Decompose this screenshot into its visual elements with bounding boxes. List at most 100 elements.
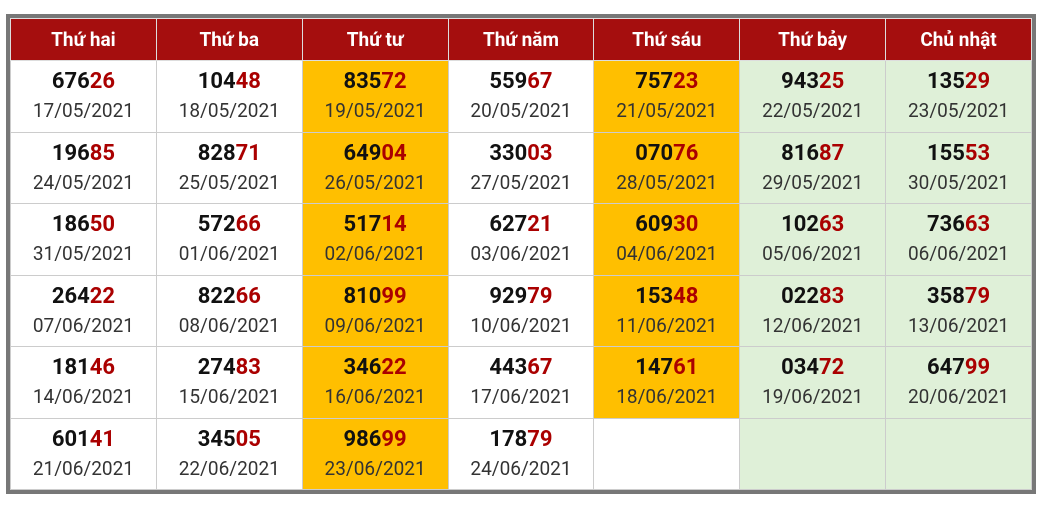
result-number: 67626 xyxy=(11,67,156,97)
result-date: 22/05/2021 xyxy=(762,99,864,123)
result-date: 12/06/2021 xyxy=(762,313,864,337)
result-cell: 98699 23/06/2021 xyxy=(301,417,449,490)
number-tail: 04 xyxy=(381,140,407,166)
result-date: 25/05/2021 xyxy=(178,170,280,194)
result-cell: 60930 04/06/2021 xyxy=(593,203,741,276)
result-date: 15/06/2021 xyxy=(178,385,280,409)
result-number: 27483 xyxy=(157,353,302,383)
result-date: 24/05/2021 xyxy=(32,170,134,194)
result-cell: 27483 15/06/2021 xyxy=(155,346,303,419)
number-tail: 03 xyxy=(527,140,553,166)
number-head: 443 xyxy=(489,355,528,381)
day-header: Thứ hai xyxy=(10,18,157,61)
number-tail: 48 xyxy=(235,69,261,95)
table-row: 26422 07/06/2021 82266 08/06/2021 81099 09/06… xyxy=(10,274,1032,347)
number-tail: 87 xyxy=(818,140,845,166)
result-number: 44367 xyxy=(449,353,594,383)
number-tail: 66 xyxy=(235,212,261,238)
result-date: 04/06/2021 xyxy=(616,242,718,266)
number-tail: 05 xyxy=(235,426,261,452)
result-number: 19685 xyxy=(11,139,156,169)
result-number: 64904 xyxy=(303,139,448,169)
number-tail: 79 xyxy=(964,283,991,309)
result-date: 22/06/2021 xyxy=(178,456,280,480)
result-date: 21/06/2021 xyxy=(32,456,134,480)
number-head: 070 xyxy=(635,140,674,166)
result-number: 34505 xyxy=(157,425,302,455)
number-head: 517 xyxy=(343,212,382,238)
result-date: 16/06/2021 xyxy=(324,385,426,409)
result-cell: 26422 07/06/2021 xyxy=(10,274,157,347)
result-date: 11/06/2021 xyxy=(616,313,718,337)
table-body: 67626 17/05/2021 10448 18/05/2021 83572 19/05… xyxy=(10,60,1032,490)
result-cell: 94325 22/05/2021 xyxy=(739,60,887,133)
number-head: 345 xyxy=(197,426,236,452)
number-tail: 72 xyxy=(818,355,845,381)
result-date: 13/06/2021 xyxy=(907,313,1010,337)
number-tail: 61 xyxy=(673,355,699,381)
result-cell: 81687 29/05/2021 xyxy=(739,131,887,204)
result-date: 02/06/2021 xyxy=(324,242,426,266)
number-head: 178 xyxy=(489,426,528,452)
result-cell: 03472 19/06/2021 xyxy=(739,346,887,419)
number-tail: 99 xyxy=(381,426,407,452)
number-head: 186 xyxy=(51,212,90,238)
result-number: 13529 xyxy=(886,67,1031,97)
number-tail: 21 xyxy=(527,212,553,238)
result-date: 06/06/2021 xyxy=(907,242,1010,266)
result-number: 10448 xyxy=(157,67,302,97)
table-row: 60141 21/06/2021 34505 22/06/2021 98699 23/06… xyxy=(10,417,1032,490)
number-head: 736 xyxy=(926,212,965,238)
number-head: 601 xyxy=(51,426,90,452)
result-cell: 35879 13/06/2021 xyxy=(885,274,1032,347)
number-head: 196 xyxy=(51,140,90,166)
result-number: 75723 xyxy=(594,67,739,97)
result-date: 29/05/2021 xyxy=(762,170,864,194)
result-date: 07/06/2021 xyxy=(32,313,134,337)
result-number: 33003 xyxy=(449,139,594,169)
result-number: 62721 xyxy=(449,210,594,240)
number-tail: 99 xyxy=(381,283,407,309)
number-tail: 48 xyxy=(673,283,699,309)
number-head: 022 xyxy=(781,283,819,309)
result-number: 18146 xyxy=(11,353,156,383)
result-date: 23/06/2021 xyxy=(324,456,426,480)
result-date: 28/05/2021 xyxy=(616,170,718,194)
result-number: 98699 xyxy=(303,425,448,455)
header-row: Thứ hai Thứ ba Thứ tư Thứ năm Thứ sáu Thứ bảy… xyxy=(10,18,1032,61)
result-number: 60141 xyxy=(11,425,156,455)
number-tail: 14 xyxy=(381,212,407,238)
result-cell: 34505 22/06/2021 xyxy=(155,417,303,490)
result-date: 18/06/2021 xyxy=(616,385,718,409)
result-cell: 07076 28/05/2021 xyxy=(593,131,741,204)
number-tail: 41 xyxy=(89,426,115,452)
number-tail: 99 xyxy=(964,355,991,381)
number-head: 572 xyxy=(197,212,236,238)
result-date: 31/05/2021 xyxy=(32,242,134,266)
number-tail: 79 xyxy=(527,283,553,309)
result-date: 08/06/2021 xyxy=(178,313,280,337)
number-head: 835 xyxy=(343,69,382,95)
result-cell: 82871 25/05/2021 xyxy=(155,131,303,204)
result-cell: 15348 11/06/2021 xyxy=(593,274,741,347)
number-tail: 46 xyxy=(89,355,115,381)
number-tail: 22 xyxy=(89,283,115,309)
result-cell: 19685 24/05/2021 xyxy=(10,131,157,204)
number-head: 986 xyxy=(343,426,382,452)
number-head: 135 xyxy=(926,69,965,95)
day-header: Thứ năm xyxy=(447,18,595,61)
result-cell: 83572 19/05/2021 xyxy=(301,60,449,133)
result-cell: 13529 23/05/2021 xyxy=(885,60,1032,133)
result-cell: 62721 03/06/2021 xyxy=(447,203,595,276)
number-tail: 85 xyxy=(89,140,115,166)
number-head: 104 xyxy=(197,69,236,95)
number-head: 929 xyxy=(489,283,528,309)
day-header: Chủ nhật xyxy=(885,18,1032,61)
result-cell: 10263 05/06/2021 xyxy=(739,203,887,276)
table-row: 18146 14/06/2021 27483 15/06/2021 34622 16/06… xyxy=(10,346,1032,419)
result-number: 51714 xyxy=(303,210,448,240)
day-header: Thứ bảy xyxy=(739,18,887,61)
number-tail: 25 xyxy=(818,69,845,95)
number-head: 358 xyxy=(926,283,965,309)
result-cell: 81099 09/06/2021 xyxy=(301,274,449,347)
